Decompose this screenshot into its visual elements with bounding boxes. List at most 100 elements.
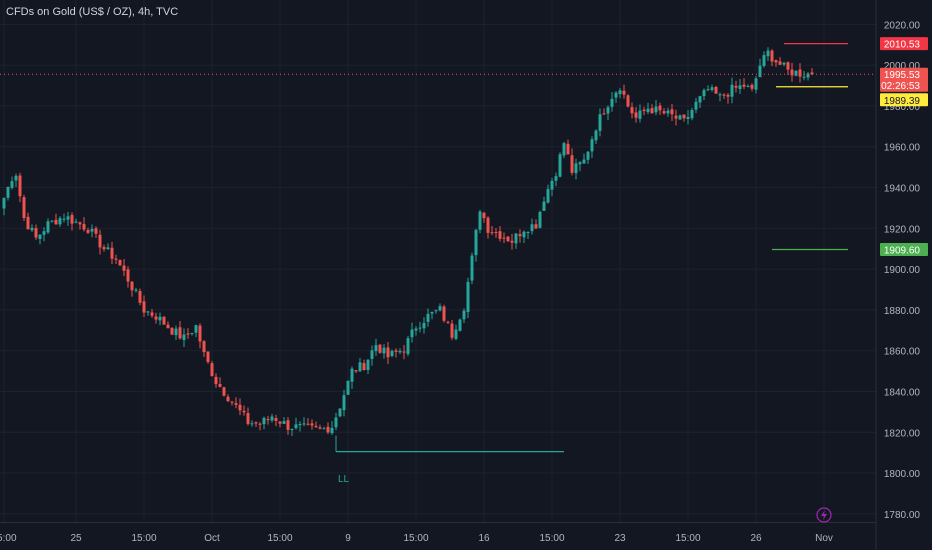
candle-body [42, 231, 46, 235]
candle-body [62, 218, 66, 220]
candle-body [674, 115, 678, 119]
candle-body [102, 247, 106, 250]
candle-body [98, 234, 102, 248]
candle-body [490, 232, 494, 234]
candle-body [462, 310, 466, 320]
candle-body [778, 61, 782, 65]
candle-body [202, 341, 206, 353]
candle-body [154, 316, 158, 320]
candle-body [670, 109, 674, 115]
y-tick-label: 1860.00 [884, 347, 921, 358]
candle-body [210, 363, 214, 377]
candle-body [802, 76, 806, 78]
candle-body [166, 324, 170, 329]
candle-body [762, 55, 766, 66]
candle-body [354, 370, 358, 372]
candle-body [250, 423, 254, 425]
candle-body [50, 220, 54, 222]
candle-body [34, 228, 38, 238]
support-price-label: 1989.39 [884, 96, 921, 107]
candle-body [242, 410, 246, 413]
candle-body [498, 231, 502, 239]
resistance-price-label: 2010.53 [884, 40, 921, 51]
candle-body [622, 90, 626, 95]
candle-body [262, 417, 266, 425]
candle-body [582, 159, 586, 164]
y-tick-label: 1920.00 [884, 224, 921, 235]
candle-body [646, 108, 650, 113]
candle-body [442, 306, 446, 321]
candle-body [186, 333, 190, 335]
candle-body [302, 423, 306, 425]
candle-body [642, 109, 646, 112]
candle-body [422, 322, 426, 329]
y-tick-label: 2020.00 [884, 20, 921, 31]
candle-body [130, 281, 134, 291]
y-tick-label: 1840.00 [884, 387, 921, 398]
candle-body [434, 310, 438, 312]
candle-body [770, 50, 774, 62]
candle-body [590, 139, 594, 152]
x-tick-label: 26 [750, 533, 762, 544]
candle-body [586, 151, 590, 160]
candle-body [606, 107, 610, 114]
chart-title: CFDs on Gold (US$ / OZ), 4h, TVC [6, 6, 179, 18]
x-tick-label: 9 [345, 533, 351, 544]
candle-body [754, 78, 758, 90]
candle-body [282, 421, 286, 424]
candle-body [182, 334, 186, 340]
candle-body [142, 301, 146, 313]
candle-body [686, 116, 690, 119]
candle-body [126, 269, 130, 282]
candle-body [314, 425, 318, 428]
x-tick-label: 25 [70, 533, 82, 544]
candle-body [730, 84, 734, 97]
candle-body [618, 90, 622, 95]
candle-body [494, 232, 498, 234]
candle-body [170, 327, 174, 335]
candle-body [146, 311, 150, 313]
x-tick-label: 15:00 [131, 533, 156, 544]
resistance-price-box [880, 37, 928, 51]
candle-body [258, 423, 262, 425]
candle-body [370, 350, 374, 359]
candle-body [438, 306, 442, 311]
candle-body [2, 197, 6, 209]
candle-body [722, 94, 726, 96]
candle-body [758, 65, 762, 78]
candle-body [194, 325, 198, 333]
candle-body [86, 229, 90, 233]
candle-body [326, 426, 330, 433]
candle-body [334, 417, 338, 428]
y-tick-label: 1820.00 [884, 428, 921, 439]
candle-body [682, 114, 686, 119]
candle-body [30, 227, 34, 231]
candle-body [14, 175, 18, 181]
candle-body [74, 221, 78, 223]
candle-body [614, 92, 618, 98]
candle-body [458, 319, 462, 331]
candle-body [350, 368, 354, 382]
candle-body [398, 350, 402, 353]
candle-body [366, 359, 370, 370]
candle-body [190, 332, 194, 334]
y-tick-label: 1800.00 [884, 469, 921, 480]
candle-body [726, 94, 730, 97]
candle-body [346, 380, 350, 395]
candle-body [578, 162, 582, 165]
candle-body [418, 327, 422, 329]
target-price-box [880, 242, 928, 256]
candle-body [794, 70, 798, 76]
candle-body [710, 87, 714, 90]
candle-body [402, 351, 406, 353]
candle-body [486, 217, 490, 233]
candle-body [70, 214, 74, 224]
lightning-icon[interactable] [816, 507, 832, 523]
candle-body [306, 423, 310, 425]
candle-body [298, 424, 302, 426]
candle-body [574, 163, 578, 174]
candle-body [554, 176, 558, 181]
y-tick-label: 1780.00 [884, 510, 921, 521]
candle-body [214, 376, 218, 385]
